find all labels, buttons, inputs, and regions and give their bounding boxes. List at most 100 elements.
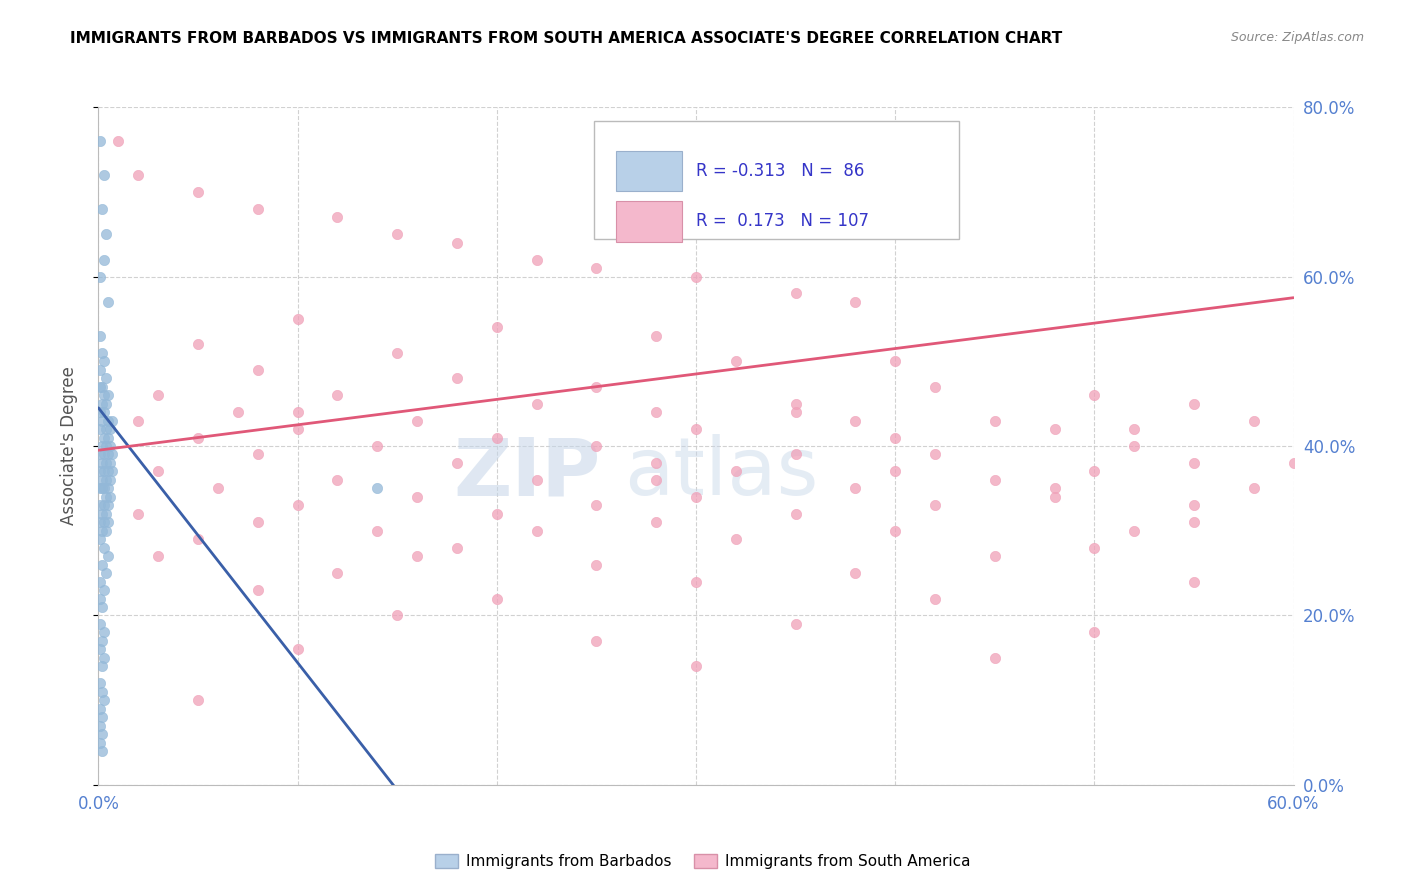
Point (89, 676, 111, 690)
Point (585, 558, 607, 572)
Point (1083, 464, 1105, 478)
Point (645, 405, 668, 419)
Point (96, 490, 118, 504)
Point (366, 439, 388, 453)
Point (785, 405, 807, 419)
Point (93, 388, 115, 402)
Point (91, 507, 114, 521)
Point (96, 566, 118, 580)
Point (385, 227, 409, 241)
Point (93, 405, 115, 419)
Point (97, 430, 120, 444)
Point (326, 388, 349, 402)
Point (93, 498, 115, 512)
Point (100, 456, 122, 470)
Point (97, 549, 120, 564)
Point (645, 328, 668, 343)
Point (526, 252, 548, 267)
Point (884, 354, 907, 368)
Point (100, 422, 122, 436)
Point (685, 269, 707, 284)
Point (724, 532, 747, 546)
Point (101, 414, 124, 428)
Point (93, 625, 115, 640)
Point (100, 473, 122, 487)
Point (1083, 625, 1105, 640)
Point (246, 447, 269, 462)
Point (685, 659, 707, 673)
Point (96, 439, 118, 453)
Point (89, 701, 111, 715)
Point (127, 168, 149, 182)
Point (148, 388, 170, 402)
Point (91, 473, 114, 487)
Point (406, 490, 429, 504)
Point (100, 490, 122, 504)
Point (89, 498, 111, 512)
Point (1123, 422, 1146, 436)
Point (93, 354, 115, 368)
Point (685, 574, 707, 589)
Point (645, 473, 668, 487)
Point (91, 439, 114, 453)
Point (89, 719, 111, 733)
Point (844, 482, 866, 496)
Point (1182, 396, 1205, 410)
Text: IMMIGRANTS FROM BARBADOS VS IMMIGRANTS FROM SOUTH AMERICA ASSOCIATE'S DEGREE COR: IMMIGRANTS FROM BARBADOS VS IMMIGRANTS F… (70, 31, 1063, 46)
Point (287, 405, 309, 419)
Point (101, 464, 124, 478)
Point (91, 744, 114, 758)
Text: ZIP: ZIP (453, 434, 600, 512)
Point (91, 456, 114, 470)
Point (1182, 456, 1205, 470)
Point (93, 168, 115, 182)
Point (385, 345, 409, 359)
Point (924, 498, 946, 512)
Point (89, 328, 111, 343)
Point (385, 608, 409, 623)
Point (1243, 482, 1265, 496)
Text: atlas: atlas (624, 434, 818, 512)
Point (366, 524, 388, 538)
Point (287, 498, 309, 512)
Point (446, 541, 468, 555)
Point (89, 405, 111, 419)
Point (785, 447, 807, 462)
Point (91, 558, 114, 572)
Point (1282, 456, 1305, 470)
Point (107, 134, 129, 148)
Point (96, 507, 118, 521)
Point (1043, 422, 1066, 436)
Point (89, 735, 111, 749)
Point (884, 464, 907, 478)
Point (101, 447, 124, 462)
Point (89, 269, 111, 284)
Point (97, 498, 120, 512)
Point (91, 482, 114, 496)
Point (246, 362, 269, 376)
Point (585, 498, 607, 512)
Point (844, 566, 866, 580)
Point (844, 414, 866, 428)
Point (89, 362, 111, 376)
Legend: Immigrants from Barbados, Immigrants from South America: Immigrants from Barbados, Immigrants fro… (429, 847, 977, 875)
Point (446, 371, 468, 385)
Point (645, 515, 668, 529)
Point (89, 617, 111, 632)
Point (97, 464, 120, 478)
Point (984, 473, 1007, 487)
Point (93, 515, 115, 529)
Point (96, 473, 118, 487)
Point (93, 464, 115, 478)
Point (96, 456, 118, 470)
Point (91, 599, 114, 614)
Point (287, 422, 309, 436)
Point (585, 633, 607, 648)
Point (485, 591, 508, 606)
Point (785, 507, 807, 521)
Point (287, 642, 309, 657)
Point (287, 311, 309, 326)
Point (97, 482, 120, 496)
Point (187, 430, 209, 444)
Point (93, 482, 115, 496)
